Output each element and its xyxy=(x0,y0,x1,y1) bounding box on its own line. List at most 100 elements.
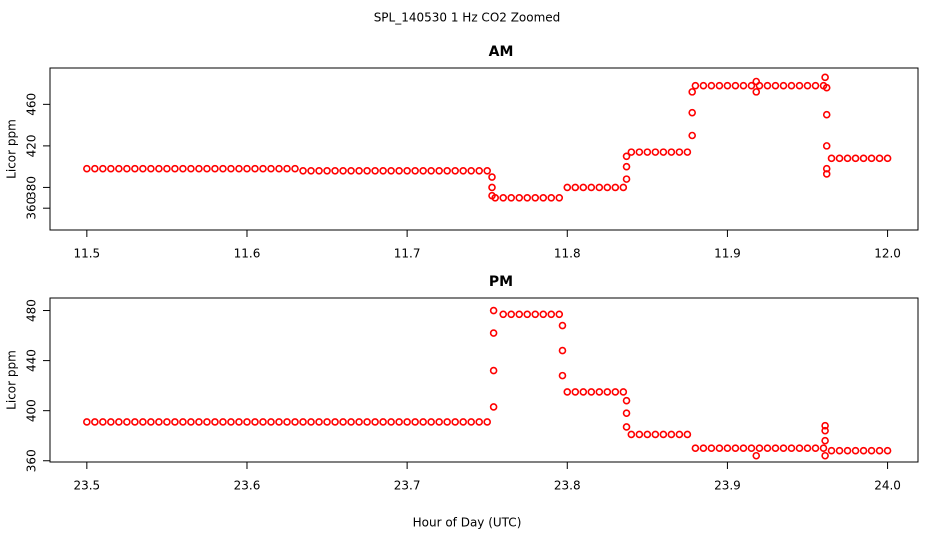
data-point xyxy=(619,388,628,396)
data-point xyxy=(875,154,884,163)
data-point xyxy=(179,418,187,426)
y-tick-label: 420 xyxy=(25,134,39,157)
data-point xyxy=(821,426,829,435)
x-tick-label: 24.0 xyxy=(874,479,901,493)
y-axis-label: Licor ppm xyxy=(5,350,19,410)
data-point xyxy=(91,418,99,426)
x-tick-label: 23.6 xyxy=(234,479,261,493)
data-point xyxy=(603,183,612,192)
x-tick-label: 23.7 xyxy=(394,479,421,493)
data-point xyxy=(275,164,283,173)
data-point xyxy=(659,430,668,439)
data-point xyxy=(435,418,443,426)
data-point xyxy=(259,164,267,173)
data-point xyxy=(379,167,387,175)
data-point xyxy=(699,81,708,90)
data-point xyxy=(851,154,860,163)
data-point xyxy=(822,142,831,150)
data-point xyxy=(763,81,772,90)
data-point xyxy=(752,77,761,86)
data-point xyxy=(821,451,829,460)
data-point xyxy=(731,444,740,453)
data-point xyxy=(507,194,516,202)
data-point xyxy=(163,418,171,426)
data-point xyxy=(787,81,796,90)
data-point xyxy=(821,73,829,82)
data-point xyxy=(739,81,748,90)
data-point xyxy=(611,388,620,396)
data-point xyxy=(811,444,820,453)
data-point xyxy=(419,167,427,175)
data-point xyxy=(203,418,211,426)
data-point xyxy=(427,167,435,175)
data-point xyxy=(435,167,443,175)
data-point xyxy=(483,167,492,175)
data-point xyxy=(571,183,580,192)
data-point xyxy=(443,167,451,175)
data-point xyxy=(779,81,788,90)
data-point xyxy=(819,444,828,453)
data-point xyxy=(291,418,299,426)
y-tick-label: 480 xyxy=(25,299,39,322)
data-point xyxy=(883,446,892,455)
data-point xyxy=(739,444,748,453)
data-point xyxy=(875,446,884,455)
data-point xyxy=(355,167,363,175)
data-point xyxy=(622,175,631,183)
data-point xyxy=(622,396,631,405)
data-point xyxy=(822,170,831,178)
x-tick-label: 11.6 xyxy=(234,247,261,261)
data-point xyxy=(715,81,724,90)
data-point xyxy=(771,81,780,90)
data-point xyxy=(675,148,684,156)
data-point xyxy=(155,418,163,426)
data-point xyxy=(163,164,171,173)
data-point xyxy=(515,194,524,202)
data-point xyxy=(315,167,323,175)
data-point xyxy=(387,167,395,175)
data-point xyxy=(115,418,123,426)
data-point xyxy=(347,167,355,175)
data-point xyxy=(859,446,868,455)
data-point xyxy=(499,310,508,319)
data-point xyxy=(622,423,631,431)
data-point xyxy=(675,430,684,439)
data-point xyxy=(403,167,411,175)
x-tick-label: 11.8 xyxy=(554,247,581,261)
data-point xyxy=(691,81,700,90)
data-point xyxy=(579,183,588,192)
data-point xyxy=(267,164,275,173)
panel-title: PM xyxy=(489,274,513,290)
data-point xyxy=(307,418,315,426)
data-point xyxy=(459,418,467,426)
data-point xyxy=(243,164,251,173)
data-point xyxy=(667,148,676,156)
data-point xyxy=(651,430,660,439)
data-point xyxy=(507,310,516,319)
data-point xyxy=(822,164,831,173)
data-point xyxy=(795,444,804,453)
data-point xyxy=(683,430,692,439)
x-tick-label: 23.9 xyxy=(714,479,741,493)
data-point xyxy=(483,418,492,426)
data-point xyxy=(827,154,836,163)
data-point xyxy=(547,310,556,319)
panel-title: AM xyxy=(489,44,514,60)
data-point xyxy=(491,194,500,202)
data-point xyxy=(723,444,732,453)
data-point xyxy=(771,444,780,453)
data-point xyxy=(251,418,259,426)
data-point xyxy=(235,164,243,173)
data-point xyxy=(779,444,788,453)
data-point xyxy=(587,183,596,192)
data-point xyxy=(787,444,796,453)
data-point xyxy=(251,164,259,173)
data-point xyxy=(827,446,836,455)
data-point xyxy=(563,388,572,396)
data-point xyxy=(752,88,761,96)
data-point xyxy=(558,321,567,330)
data-point xyxy=(219,418,227,426)
data-point xyxy=(619,183,628,192)
y-tick-label: 400 xyxy=(25,399,39,422)
data-point xyxy=(651,148,660,156)
